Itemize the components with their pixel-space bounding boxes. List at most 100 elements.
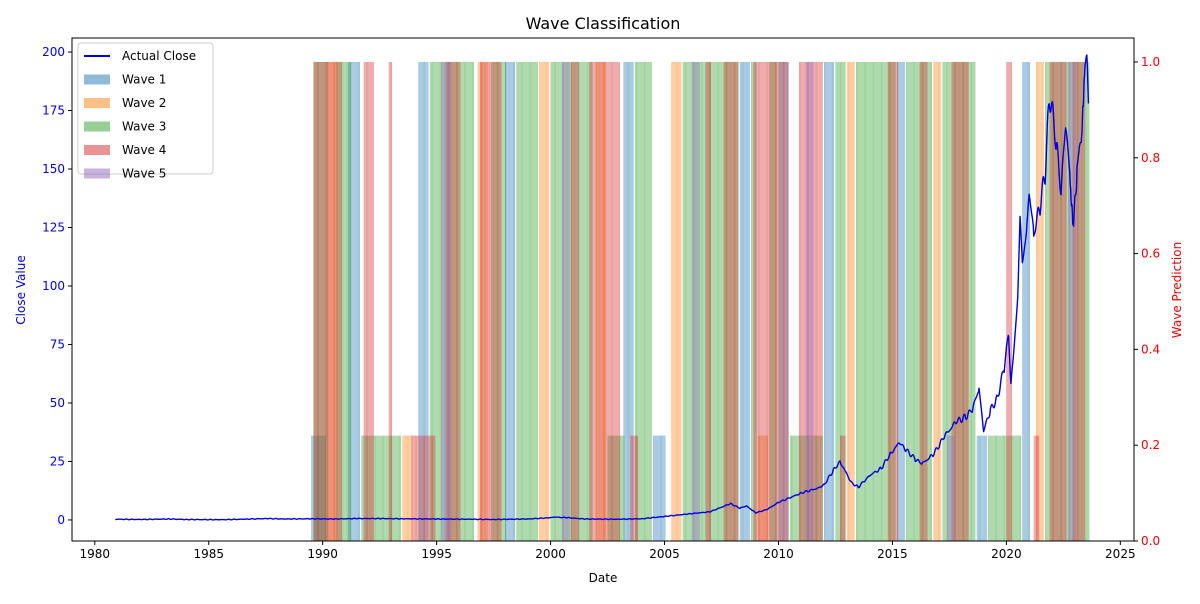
wave-bar-3-300 — [858, 61, 860, 541]
wave-bar-2-50 — [677, 61, 678, 541]
wave-bar-3-231 — [719, 61, 721, 541]
wave-bar-3-206 — [690, 61, 692, 541]
wave-bar-4-239 — [1008, 61, 1010, 541]
wave-bar-5-17 — [693, 61, 694, 541]
y-left-tick-label-7: 175 — [42, 104, 65, 118]
wave-bar-2-14 — [408, 435, 410, 541]
wave-bar-2-77 — [1036, 61, 1037, 541]
wave-bar-1-31 — [426, 61, 428, 541]
wave-bar-3-95 — [468, 61, 470, 541]
wave-bar-1-70 — [748, 61, 750, 541]
wave-bar-4-13 — [328, 61, 330, 541]
wave-bar-3-21 — [345, 61, 347, 541]
wave-bar-5-0 — [441, 61, 443, 541]
wave-bar-4-146 — [735, 61, 737, 541]
wave-bar-4-124 — [630, 435, 632, 541]
wave-bar-3-339 — [912, 61, 914, 541]
wave-bar-3-217 — [703, 61, 705, 541]
wave-bar-4-112 — [606, 61, 608, 541]
wave-bar-3-60 — [400, 435, 402, 541]
wave-bar-5-27 — [810, 61, 812, 541]
wave-bar-4-214 — [896, 61, 898, 541]
wave-bar-4-147 — [736, 61, 738, 541]
wave-bar-3-187 — [638, 61, 640, 541]
wave-bar-4-22 — [338, 61, 340, 541]
wave-bar-3-109 — [501, 61, 503, 541]
wave-bar-1-107 — [1024, 61, 1026, 541]
wave-bar-2-76 — [940, 61, 942, 541]
wave-bar-1-47 — [629, 61, 631, 541]
wave-bar-3-337 — [910, 61, 912, 541]
wave-bar-3-317 — [877, 61, 879, 541]
wave-bar-4-84 — [494, 61, 496, 541]
wave-bar-5-31 — [948, 435, 950, 541]
wave-bar-4-40 — [414, 435, 416, 541]
wave-bar-3-407 — [1013, 435, 1015, 541]
wave-bar-4-85 — [495, 61, 497, 541]
wave-bar-4-41 — [416, 435, 418, 541]
wave-bar-4-174 — [781, 61, 783, 541]
wave-bar-3-58 — [397, 435, 399, 541]
wave-bar-3-362 — [949, 61, 951, 541]
wave-bar-3-225 — [712, 61, 714, 541]
wave-bar-3-303 — [861, 61, 863, 541]
wave-bar-2-46 — [672, 61, 674, 541]
wave-bar-4-17 — [332, 61, 334, 541]
wave-bar-2-71 — [934, 61, 936, 541]
wave-bar-4-261 — [1065, 61, 1067, 541]
wave-bar-4-122 — [617, 61, 619, 541]
wave-bar-5-9 — [561, 61, 563, 541]
wave-bar-4-236 — [967, 61, 969, 541]
wave-bar-4-234 — [965, 61, 967, 541]
wave-bar-5-11 — [564, 61, 566, 541]
wave-bar-3-200 — [683, 61, 685, 541]
wave-bar-4-116 — [610, 61, 612, 541]
legend-label-0: Actual Close — [122, 49, 196, 63]
wave-bar-5-20 — [696, 61, 698, 541]
wave-bar-3-181 — [621, 435, 623, 541]
wave-bar-5-35 — [952, 435, 954, 541]
wave-bar-4-77 — [486, 61, 488, 541]
wave-bar-4-160 — [765, 61, 767, 541]
wave-bar-3-93 — [466, 61, 468, 541]
wave-bar-5-10 — [563, 61, 565, 541]
wave-bar-3-59 — [399, 435, 400, 541]
wave-bar-4-162 — [768, 61, 770, 541]
wave-bar-4-211 — [893, 61, 895, 541]
wave-bar-3-310 — [869, 61, 871, 541]
wave-bar-3-248 — [751, 61, 753, 541]
wave-bar-4-37 — [411, 435, 413, 541]
wave-bar-3-360 — [947, 61, 949, 541]
wave-bar-1-29 — [424, 61, 425, 541]
wave-bar-3-262 — [792, 435, 794, 541]
wave-bar-2-49 — [675, 61, 677, 541]
wave-bar-3-307 — [866, 61, 868, 541]
legend-swatch-wave-3 — [84, 121, 110, 132]
wave-bar-4-139 — [727, 61, 729, 541]
wave-bar-3-190 — [641, 61, 643, 541]
wave-bar-3-37 — [373, 435, 375, 541]
wave-bar-4-200 — [821, 61, 823, 541]
wave-bar-2-79 — [1038, 61, 1040, 541]
wave-bar-1-60 — [663, 435, 665, 541]
wave-bar-3-47 — [385, 435, 387, 541]
wave-bar-5-30 — [947, 435, 949, 541]
wave-bar-4-27 — [365, 61, 367, 541]
y-axis-right: 0.0 0.2 0.4 0.6 0.8 1.0 — [1134, 55, 1160, 548]
wave-bar-4-165 — [771, 61, 773, 541]
wave-bar-3-65 — [434, 61, 436, 541]
wave-bar-1-101 — [982, 435, 984, 541]
wave-bar-1-54 — [656, 435, 658, 541]
wave-bar-4-215 — [919, 61, 921, 541]
wave-bar-3-195 — [647, 61, 649, 541]
wave-bar-3-183 — [623, 435, 625, 541]
wave-bar-2-73 — [936, 61, 938, 541]
wave-bar-3-234 — [722, 61, 724, 541]
wave-bar-4-48 — [424, 435, 425, 541]
wave-bar-4-266 — [1077, 61, 1078, 541]
wave-bar-3-312 — [871, 61, 873, 541]
wave-bar-3-92 — [465, 61, 467, 541]
wave-bar-4-25 — [363, 61, 365, 541]
wave-bar-4-88 — [499, 61, 501, 541]
wave-bar-4-63 — [451, 61, 453, 541]
